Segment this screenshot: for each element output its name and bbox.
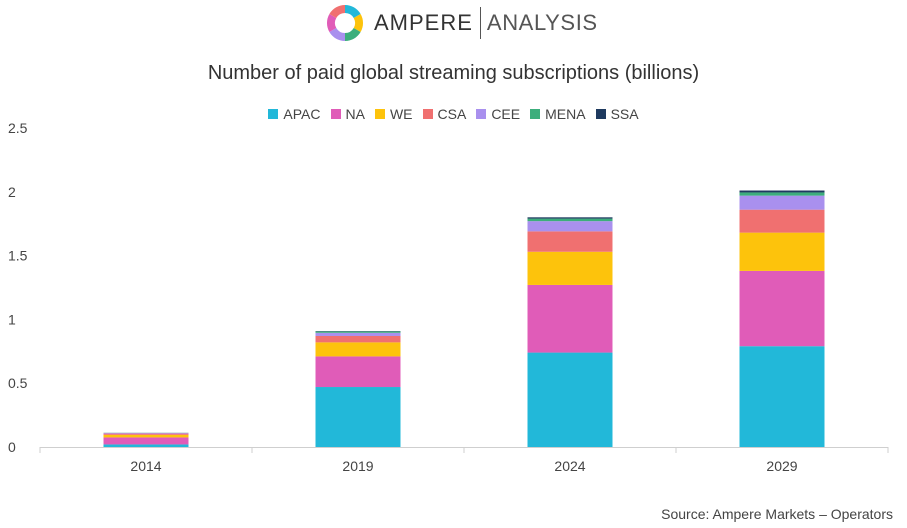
bar-segment-we-2014 bbox=[103, 434, 189, 438]
legend-label: WE bbox=[389, 106, 413, 122]
bar-segment-na-2019 bbox=[315, 356, 401, 388]
x-tick-label: 2029 bbox=[766, 458, 797, 474]
bar-segment-mena-2019 bbox=[315, 331, 401, 333]
company-logo: AMPERE ANALYSIS bbox=[326, 2, 598, 44]
y-tick-label: 0.5 bbox=[8, 375, 28, 391]
legend-label: APAC bbox=[283, 106, 321, 122]
legend-item-na: NA bbox=[330, 106, 365, 122]
legend-swatch bbox=[330, 109, 341, 119]
logo-brand-text: AMPERE bbox=[374, 10, 473, 35]
bar-segment-csa-2014 bbox=[103, 433, 189, 435]
legend-item-csa: CSA bbox=[422, 106, 467, 122]
source-note: Source: Ampere Markets – Operators bbox=[661, 506, 893, 522]
bar-segment-ssa-2029 bbox=[739, 190, 825, 193]
bar-segment-mena-2029 bbox=[739, 192, 825, 196]
y-tick-label: 2.5 bbox=[8, 120, 28, 136]
legend-item-mena: MENA bbox=[530, 106, 586, 122]
legend-swatch bbox=[476, 109, 487, 119]
bar-segment-we-2024 bbox=[527, 251, 613, 285]
bar-segment-cee-2024 bbox=[527, 221, 613, 232]
legend-item-ssa: SSA bbox=[595, 106, 639, 122]
legend-swatch bbox=[374, 109, 385, 119]
bar-segment-we-2029 bbox=[739, 232, 825, 271]
bar-segment-ssa-2024 bbox=[527, 217, 613, 219]
bar-segment-csa-2029 bbox=[739, 209, 825, 233]
logo-sub-text: ANALYSIS bbox=[486, 10, 598, 35]
y-tick-label: 1.5 bbox=[8, 248, 28, 264]
bar-segment-apac-2019 bbox=[315, 387, 401, 447]
legend-label: NA bbox=[345, 106, 365, 122]
y-tick-label: 1 bbox=[8, 311, 16, 327]
bar-segment-na-2014 bbox=[103, 437, 189, 445]
bar-segment-na-2029 bbox=[739, 270, 825, 347]
logo-divider bbox=[479, 7, 481, 39]
chart-title: Number of paid global streaming subscrip… bbox=[207, 62, 700, 84]
legend-item-cee: CEE bbox=[476, 106, 520, 122]
bar-segment-mena-2024 bbox=[527, 218, 613, 222]
x-tick-label: 2014 bbox=[130, 458, 161, 474]
legend-swatch bbox=[422, 109, 433, 119]
x-tick-label: 2019 bbox=[342, 458, 373, 474]
bar-segment-na-2024 bbox=[527, 284, 613, 353]
legend-swatch bbox=[530, 109, 541, 119]
bar-segment-csa-2019 bbox=[315, 335, 401, 343]
bar-segment-cee-2014 bbox=[103, 432, 189, 434]
legend-swatch bbox=[268, 109, 279, 119]
x-tick-label: 2024 bbox=[554, 458, 585, 474]
bar-segment-cee-2029 bbox=[739, 195, 825, 210]
legend-item-apac: APAC bbox=[268, 106, 321, 122]
bar-segment-apac-2029 bbox=[739, 346, 825, 447]
legend-swatch bbox=[595, 109, 606, 119]
legend-item-we: WE bbox=[374, 106, 413, 122]
bar-segment-apac-2024 bbox=[527, 352, 613, 447]
bar-segment-we-2019 bbox=[315, 342, 401, 357]
y-tick-label: 0 bbox=[8, 439, 16, 455]
legend-label: CEE bbox=[491, 106, 521, 122]
bar-segment-csa-2024 bbox=[527, 231, 613, 252]
logo-ring-icon bbox=[326, 4, 364, 42]
legend-label: SSA bbox=[610, 106, 639, 122]
legend-label: MENA bbox=[545, 106, 586, 122]
legend-label: CSA bbox=[437, 106, 467, 122]
bar-segment-cee-2019 bbox=[315, 332, 401, 336]
chart-legend: APAC NA WE CSA CEE MENA SSA bbox=[0, 106, 907, 122]
bar-segment-apac-2014 bbox=[103, 444, 189, 447]
y-tick-label: 2 bbox=[8, 184, 16, 200]
